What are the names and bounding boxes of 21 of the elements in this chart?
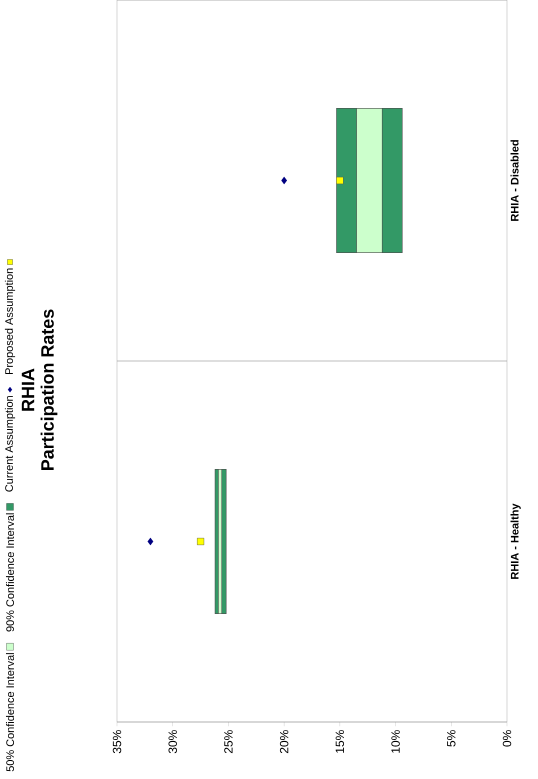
bar — [218, 468, 222, 614]
x-tick-label: 35% — [112, 730, 122, 754]
legend-label: 90% Confidence Interval — [6, 513, 14, 632]
legend-label: Proposed Assumption — [4, 268, 16, 374]
point — [196, 538, 204, 546]
x-tick-label: 0% — [502, 730, 512, 747]
x-tick-label: 25% — [224, 730, 233, 754]
point — [281, 176, 288, 184]
y-tick-label: RHIA - Disabled — [510, 140, 519, 221]
text: RHIA — [22, 368, 34, 411]
point — [148, 538, 154, 546]
x-tick-label: 30% — [168, 730, 177, 754]
legend-label: 50% Confidence Interval — [6, 653, 14, 772]
x-tick-label: 15% — [336, 730, 344, 753]
text: Participation Rates — [40, 310, 58, 470]
x-tick-label: 20% — [280, 730, 288, 754]
point — [336, 176, 344, 184]
x-tick-label: 10% — [391, 730, 400, 753]
y-tick-label: RHIA - Healthy — [510, 504, 521, 579]
legend-label: Current Assumption — [4, 396, 16, 492]
x-tick-label: 5% — [447, 730, 456, 747]
